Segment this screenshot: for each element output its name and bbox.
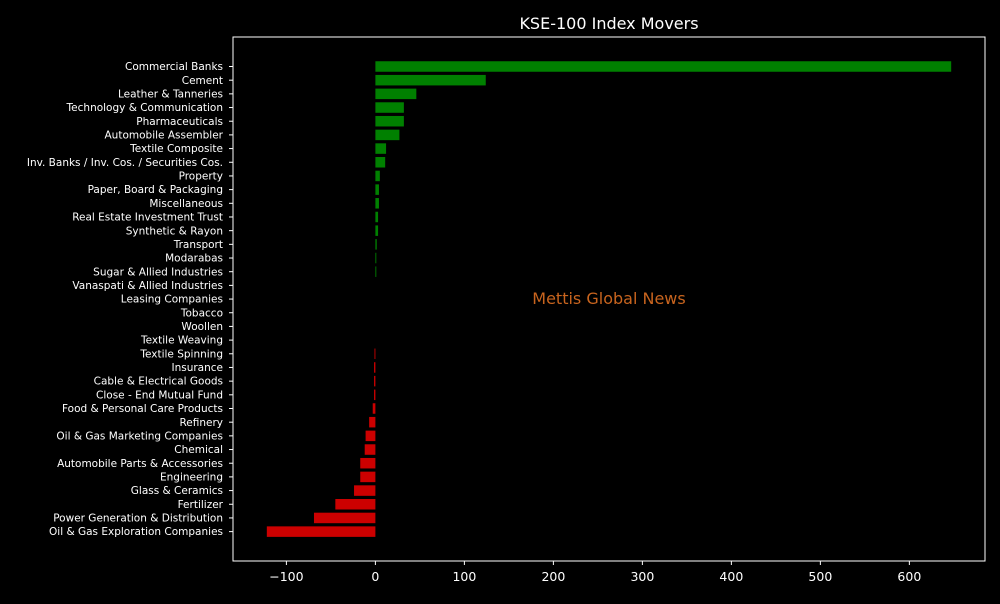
x-tick-label: 0: [371, 569, 379, 584]
y-tick-label: Vanaspati & Allied Industries: [72, 280, 223, 292]
y-tick-label: Miscellaneous: [149, 198, 223, 210]
y-tick-label: Leasing Companies: [121, 294, 223, 306]
y-tick-label: Chemical: [174, 444, 223, 456]
y-tick-label: Modarabas: [165, 253, 223, 265]
bar: [375, 61, 952, 72]
bar: [375, 239, 377, 250]
x-tick-label: 100: [452, 569, 476, 584]
bar: [375, 102, 404, 113]
y-tick-label: Automobile Assembler: [105, 130, 224, 142]
y-tick-label: Refinery: [179, 417, 223, 429]
y-tick-label: Close - End Mutual Fund: [96, 389, 223, 401]
y-tick-label: Synthetic & Rayon: [126, 225, 223, 237]
y-tick-label: Fertilizer: [178, 499, 224, 511]
y-tick-label: Glass & Ceramics: [131, 485, 223, 497]
y-tick-label: Textile Spinning: [139, 348, 223, 360]
bar: [374, 375, 376, 387]
bar: [375, 184, 379, 195]
bar: [374, 362, 376, 373]
bar: [313, 512, 376, 524]
y-tick-label: Sugar & Allied Industries: [93, 266, 223, 278]
y-tick-label: Oil & Gas Exploration Companies: [49, 526, 223, 538]
bar: [360, 457, 376, 469]
x-tick-label: 300: [630, 569, 654, 584]
x-tick-label: −100: [269, 569, 303, 584]
y-tick-label: Transport: [173, 239, 223, 251]
bar: [360, 471, 376, 483]
watermark-text: Mettis Global News: [532, 289, 685, 308]
y-tick-label: Paper, Board & Packaging: [88, 184, 223, 196]
y-tick-label: Inv. Banks / Inv. Cos. / Securities Cos.: [27, 157, 223, 169]
y-tick-label: Tobacco: [180, 307, 223, 319]
bar: [365, 430, 376, 442]
bar: [375, 157, 386, 168]
y-tick-label: Engineering: [160, 472, 223, 484]
bar: [375, 88, 417, 100]
y-tick-label: Real Estate Investment Trust: [72, 212, 223, 224]
y-tick-label: Food & Personal Care Products: [62, 403, 223, 415]
y-tick-label: Cement: [182, 75, 223, 87]
x-tick-label: 500: [808, 569, 832, 584]
y-tick-label: Cable & Electrical Goods: [94, 376, 223, 388]
bar: [369, 416, 376, 428]
y-tick-label: Insurance: [171, 362, 223, 374]
x-tick-label: 400: [719, 569, 743, 584]
bar: [372, 403, 376, 414]
bar: [375, 252, 377, 264]
bar: [375, 115, 404, 127]
y-tick-label: Woollen: [181, 321, 223, 333]
y-tick-label: Leather & Tanneries: [118, 88, 223, 100]
y-tick-label: Automobile Parts & Accessories: [57, 458, 223, 470]
y-tick-label: Pharmaceuticals: [136, 116, 223, 128]
bar: [374, 389, 376, 401]
y-tick-label: Property: [179, 171, 223, 183]
bar: [375, 225, 379, 236]
bar: [375, 266, 377, 277]
bar: [375, 198, 379, 209]
bar: [375, 129, 400, 141]
y-tick-label: Textile Composite: [129, 143, 223, 155]
bar: [375, 143, 387, 154]
y-tick-label: Technology & Communication: [66, 102, 223, 114]
bar: [335, 499, 376, 510]
bar: [375, 170, 380, 182]
bar: [364, 444, 376, 455]
y-tick-label: Power Generation & Distribution: [53, 513, 223, 525]
bar: [375, 74, 486, 86]
bar: [354, 485, 376, 496]
bar: [374, 348, 376, 360]
chart-title: KSE-100 Index Movers: [519, 14, 698, 33]
x-tick-label: 600: [897, 569, 921, 584]
y-tick-label: Commercial Banks: [125, 61, 223, 73]
y-tick-label: Oil & Gas Marketing Companies: [56, 430, 223, 442]
bar: [266, 526, 376, 537]
y-tick-label: Textile Weaving: [140, 335, 223, 347]
bar: [375, 211, 379, 223]
x-tick-label: 200: [541, 569, 565, 584]
